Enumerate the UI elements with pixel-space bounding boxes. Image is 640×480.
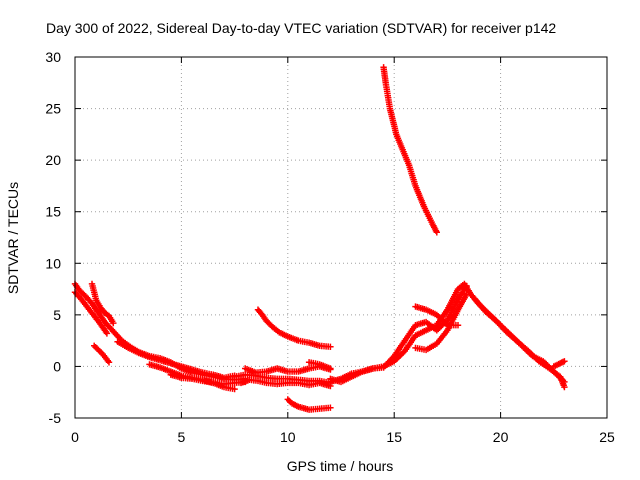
x-tick-label: 5 [178,429,186,445]
x-tick-label: 15 [386,429,402,445]
data-point [327,365,334,372]
y-tick-label: 20 [45,152,61,168]
plot-frame [74,56,608,419]
y-tick-label: 15 [45,204,61,220]
y-tick-label: 10 [45,255,61,271]
data-point [561,383,568,391]
y-tick-label: 5 [53,307,61,323]
data-points [71,64,568,413]
data-point [463,282,470,290]
y-tick-label: -5 [49,410,62,426]
data-point [454,322,462,329]
data-point [327,343,334,350]
data-point [561,358,568,365]
data-point [231,385,238,393]
x-tick-label: 0 [71,429,79,445]
x-tick-label: 25 [599,429,615,445]
data-point [433,229,440,236]
data-point [103,330,111,337]
y-tick-label: 25 [45,101,61,117]
y-axis-label: SDTVAR / TECUs [5,182,21,294]
x-tick-label: 10 [280,429,296,445]
axis-ticks: 0 5 10 15 20 25 -5 0 5 10 15 20 25 30 [45,49,615,445]
data-point [110,319,117,327]
y-tick-label: 0 [53,358,61,374]
data-point [327,404,334,411]
chart-title: Day 300 of 2022, Sidereal Day-to-day VTE… [46,20,556,36]
x-axis-label: GPS time / hours [287,458,394,474]
x-tick-label: 20 [493,429,509,445]
data-point [105,359,113,366]
y-tick-label: 30 [45,49,61,65]
